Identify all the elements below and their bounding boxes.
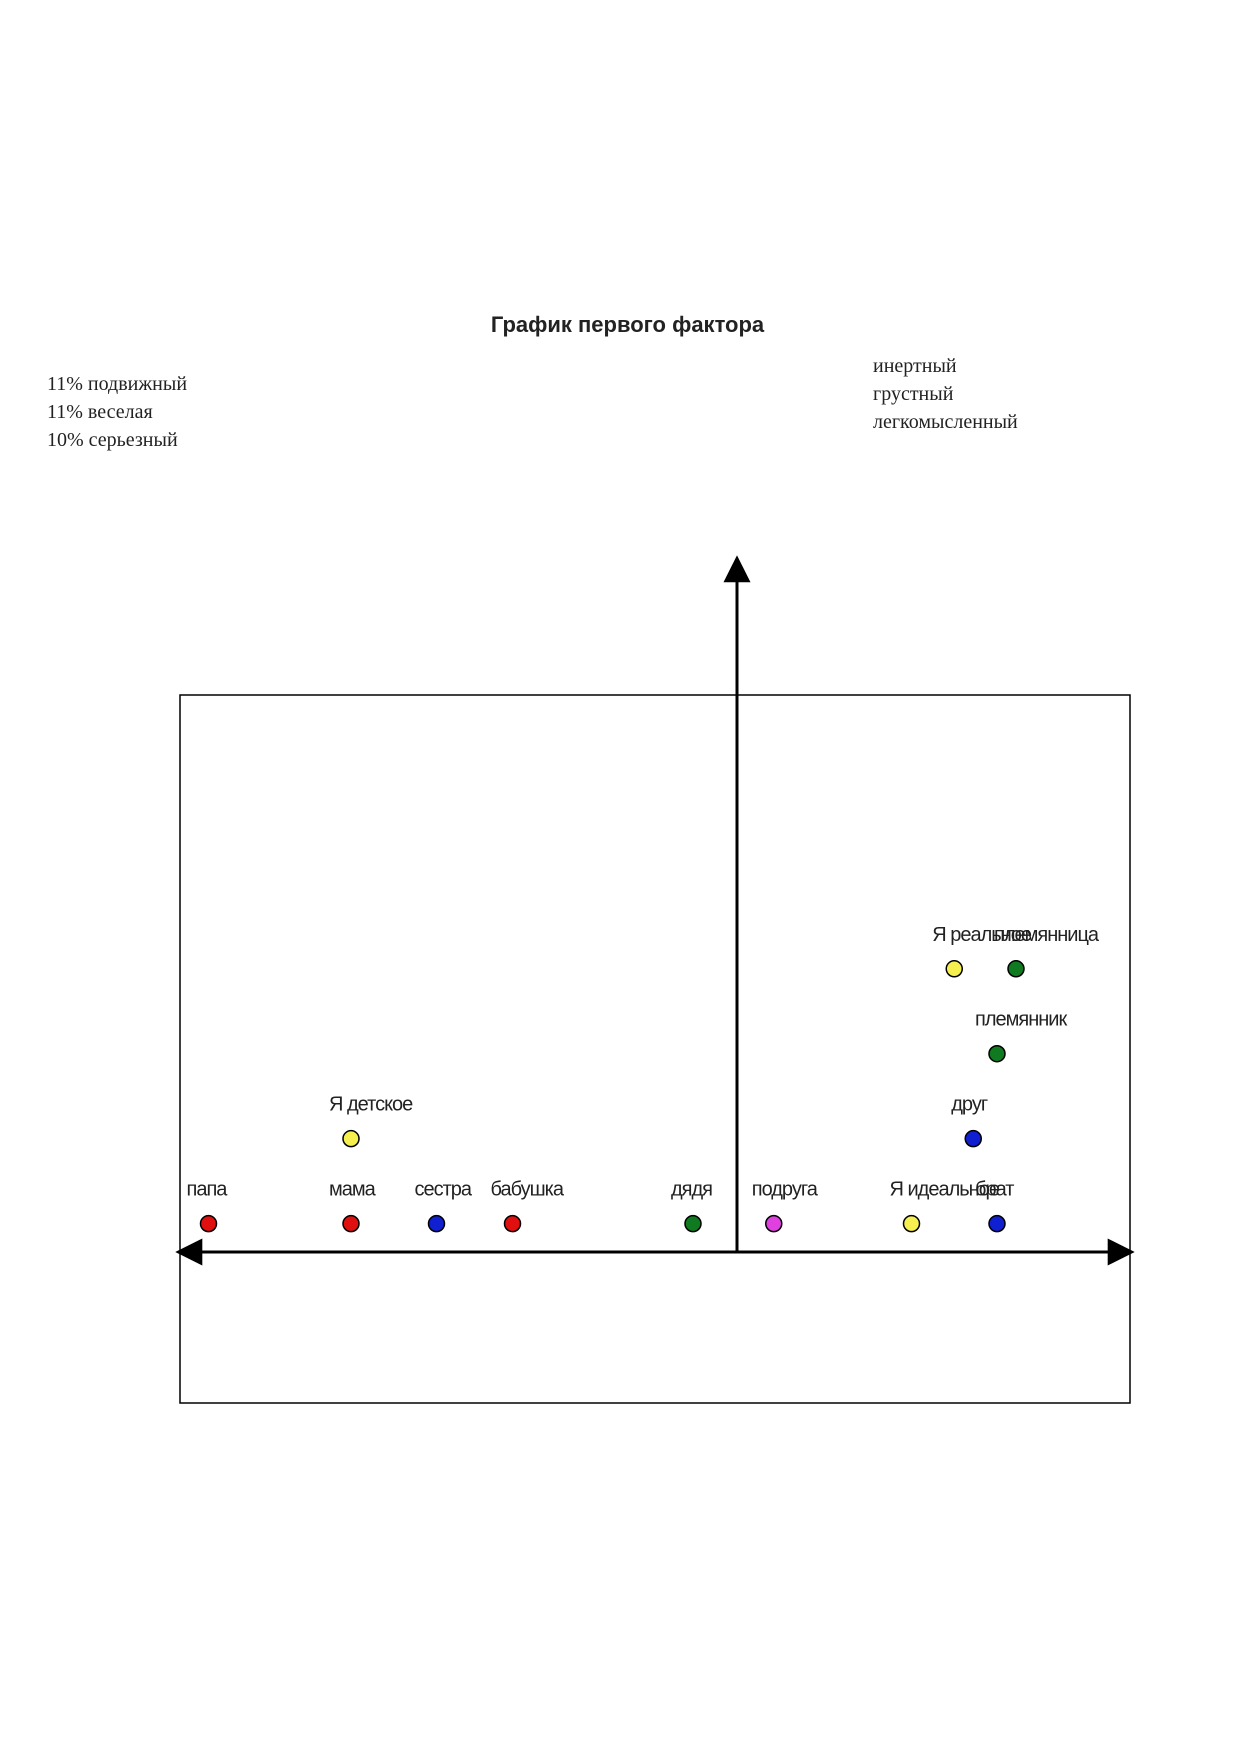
point-label: подруга [752, 1179, 819, 1201]
point-label: папа [187, 1179, 229, 1201]
data-point [342, 1129, 360, 1148]
data-point [964, 1129, 982, 1148]
point-label: бабушка [491, 1179, 565, 1201]
point-label: племянник [975, 1009, 1067, 1031]
left-pole-item: 11% веселая [47, 401, 153, 423]
point-label: мама [329, 1179, 377, 1201]
data-point [1007, 960, 1025, 978]
plot-frame [179, 694, 1131, 1404]
data-point [684, 1214, 702, 1233]
data-point [427, 1214, 446, 1233]
point-label: сестра [415, 1179, 473, 1201]
data-point [503, 1214, 522, 1233]
chart-title: График первого фактора [490, 312, 765, 337]
point-label: брат [975, 1179, 1014, 1201]
right-pole-descriptors: инертный грустный легкомысленный [873, 352, 1018, 436]
data-point [945, 960, 963, 978]
left-pole-item: 10% серьезный [47, 429, 178, 451]
point-label: Я реальное [932, 924, 1032, 946]
data-point [199, 1214, 218, 1233]
left-pole-descriptors: 11% подвижный 11% веселая 10% серьезный [47, 370, 187, 454]
points-layer: папа мама сестра бабушка Я детское дядя подруг… [187, 924, 1101, 1233]
point-label: Я идеальное [890, 1179, 1000, 1201]
point-label: друг [951, 1094, 988, 1116]
data-point [342, 1214, 360, 1233]
right-pole-item: легкомысленный [873, 411, 1018, 433]
right-pole-item: инертный [873, 355, 957, 377]
data-point [988, 1044, 1006, 1063]
data-point [988, 1214, 1006, 1233]
data-point [902, 1214, 921, 1233]
left-pole-item: 11% подвижный [47, 373, 188, 395]
data-point [765, 1214, 783, 1233]
point-label: племянница [994, 924, 1100, 946]
point-label: дядя [671, 1179, 712, 1201]
point-label: Я детское [329, 1094, 413, 1116]
right-pole-item: грустный [873, 383, 954, 405]
